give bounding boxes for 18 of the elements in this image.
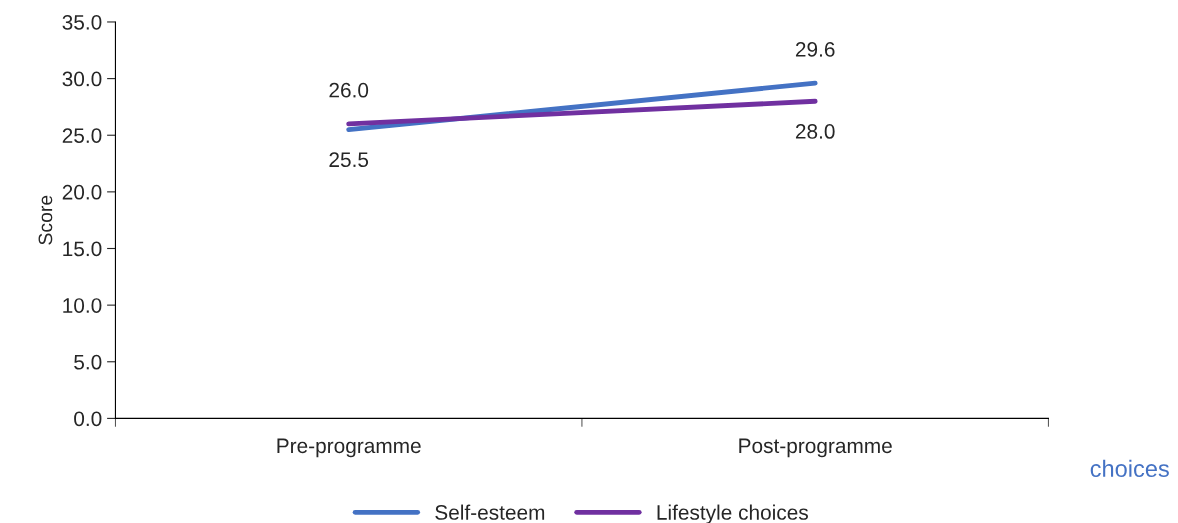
data-label: 25.5 — [329, 152, 369, 168]
x-tick-label: Pre-programme — [277, 438, 421, 458]
y-tick-label: 10.0 — [63, 298, 102, 313]
y-tick-label: 35.0 — [62, 14, 102, 30]
x-tick-label: Post-programme — [739, 438, 892, 458]
y-tick-label: 0.0 — [74, 411, 102, 427]
data-label: 29.6 — [795, 42, 835, 57]
text: choices — [1090, 459, 1169, 478]
legend-label: Lifestyle choices — [657, 504, 808, 523]
y-tick-label: 5.0 — [74, 354, 102, 370]
data-label: 28.0 — [795, 124, 835, 139]
y-tick-label: 15.0 — [63, 241, 102, 257]
legend-label: Self-esteem — [435, 504, 545, 520]
data-label: 26.0 — [329, 82, 369, 98]
y-tick-label: 30.0 — [62, 71, 102, 87]
y-axis-title: Score — [38, 195, 53, 245]
y-tick-label: 20.0 — [62, 184, 102, 200]
y-tick-label: 25.0 — [62, 128, 102, 143]
